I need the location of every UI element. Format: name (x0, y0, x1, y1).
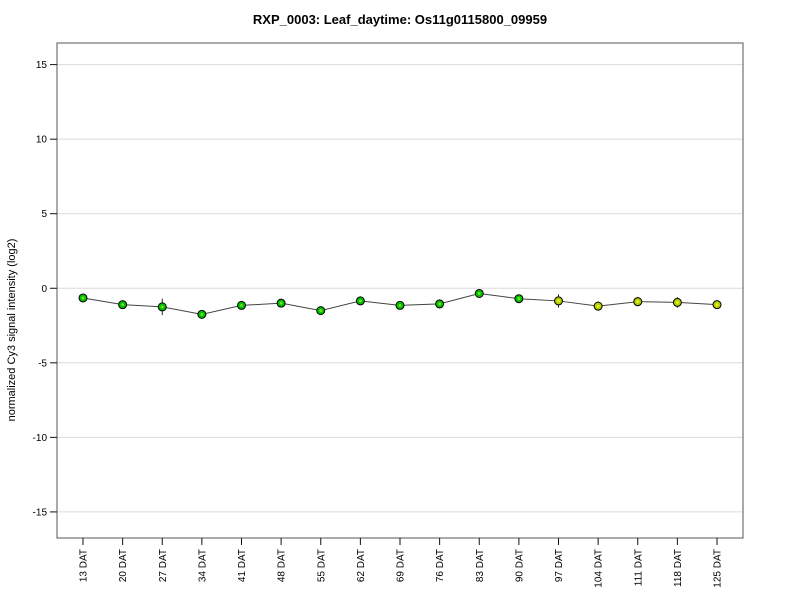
x-axis: 13 DAT 20 DAT 27 DAT 34 DAT 41 DAT 48 DAT 55 D… (79, 538, 724, 588)
y-tick-label: -15 (33, 507, 48, 518)
data-point-highlight (675, 301, 679, 304)
gridlines (57, 64, 743, 513)
data-point-highlight (121, 303, 125, 307)
y-tick-label: 10 (36, 135, 48, 146)
data-point-highlight (358, 299, 362, 303)
x-tick-label: 104 DAT (594, 549, 605, 588)
y-tick-label: 15 (36, 60, 48, 71)
x-tick-label: 69 DAT (396, 549, 407, 582)
x-tick-label: 62 DAT (356, 549, 367, 582)
y-axis: -15 -10 -5 0 5 10 15 (33, 60, 57, 518)
y-axis-label: normalized Cy3 signal intensity (log2) (6, 239, 18, 422)
data-point-highlight (398, 304, 402, 307)
x-tick-label: 34 DAT (197, 549, 208, 582)
x-tick-label: 111 DAT (633, 549, 644, 586)
y-tick-label: 0 (41, 284, 47, 295)
x-tick-label: 97 DAT (554, 549, 565, 582)
data-point-highlight (596, 304, 600, 308)
y-tick-label: 5 (41, 209, 47, 220)
x-tick-label: 83 DAT (475, 549, 486, 582)
x-tick-label: 55 DAT (316, 549, 327, 582)
data-point-highlight (81, 296, 85, 300)
x-tick-label: 41 DAT (237, 549, 248, 582)
data-point-highlight (438, 302, 442, 306)
x-tick-label: 125 DAT (713, 549, 724, 588)
x-tick-label: 90 DAT (514, 549, 525, 582)
x-tick-label: 27 DAT (158, 549, 169, 582)
x-tick-label: 48 DAT (277, 549, 288, 582)
data-series (78, 288, 722, 319)
chart-title: RXP_0003: Leaf_daytime: Os11g0115800_099… (253, 12, 547, 27)
data-point-highlight (477, 292, 481, 295)
plot-area-border (56, 42, 744, 539)
data-point-highlight (636, 300, 640, 304)
y-tick-label: -5 (38, 358, 47, 369)
x-tick-label: 76 DAT (435, 549, 446, 582)
x-tick-label: 20 DAT (118, 549, 129, 582)
data-point-highlight (160, 305, 164, 309)
x-tick-label: 13 DAT (79, 549, 90, 582)
data-point-highlight (200, 312, 204, 316)
data-point-highlight (319, 309, 323, 313)
data-point-highlight (279, 301, 283, 305)
y-tick-label: -10 (33, 433, 48, 444)
x-tick-label: 118 DAT (673, 549, 684, 587)
data-point-highlight (715, 303, 719, 307)
data-point-highlight (517, 297, 521, 301)
data-point-highlight (240, 304, 243, 307)
data-point-highlight (557, 299, 560, 303)
